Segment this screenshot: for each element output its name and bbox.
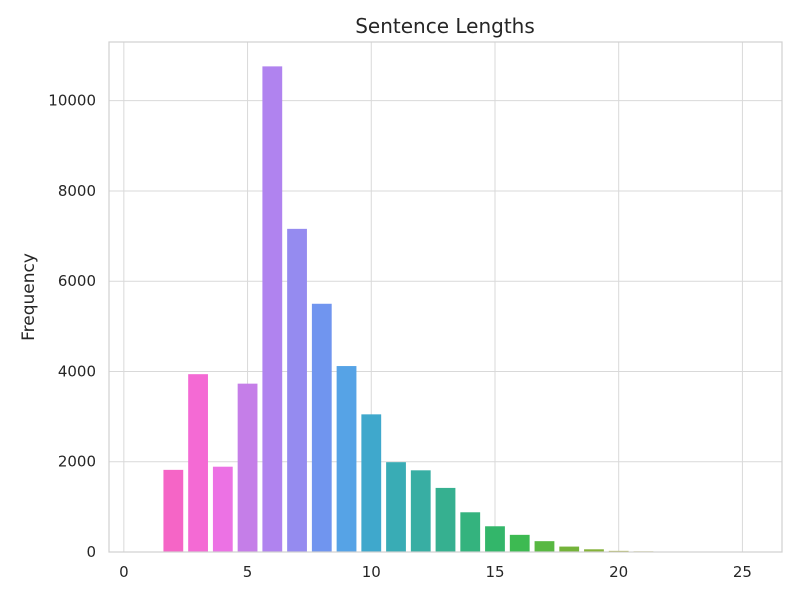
- bar: [559, 546, 580, 552]
- bar: [188, 374, 208, 552]
- bar: [509, 534, 530, 552]
- bar: [336, 366, 357, 552]
- x-tick-label: 0: [119, 563, 129, 581]
- plot-frame: [108, 41, 783, 553]
- bar: [485, 526, 505, 552]
- y-tick-label: 4000: [58, 362, 96, 380]
- grid-lines: [109, 42, 782, 553]
- x-tick-labels: 0 5 10 15 20 25: [119, 563, 752, 581]
- bar: [584, 549, 604, 552]
- bar: [163, 469, 184, 552]
- bar: [410, 470, 431, 552]
- bar: [212, 466, 233, 552]
- bar: [435, 487, 456, 552]
- bar: [237, 383, 258, 552]
- x-tick-label: 20: [609, 563, 628, 581]
- y-tick-label: 8000: [58, 182, 96, 200]
- bar: [460, 512, 481, 552]
- bar: [287, 228, 307, 553]
- y-tick-label: 2000: [58, 453, 96, 471]
- y-axis-label: Frequency: [19, 253, 39, 341]
- y-tick-label: 0: [86, 543, 96, 561]
- x-tick-label: 5: [243, 563, 253, 581]
- y-tick-label: 10000: [48, 92, 96, 110]
- bar: [361, 414, 382, 552]
- bar: [311, 303, 332, 552]
- y-tick-labels: 0 2000 4000 6000 8000 10000: [48, 92, 96, 561]
- bar: [386, 462, 406, 552]
- bars: [138, 66, 778, 553]
- x-tick-label: 10: [362, 563, 381, 581]
- chart-title: Sentence Lengths: [355, 14, 535, 38]
- bar: [262, 66, 283, 553]
- y-tick-label: 6000: [58, 272, 96, 290]
- x-tick-label: 15: [485, 563, 504, 581]
- bar: [534, 541, 555, 552]
- x-tick-label: 25: [733, 563, 752, 581]
